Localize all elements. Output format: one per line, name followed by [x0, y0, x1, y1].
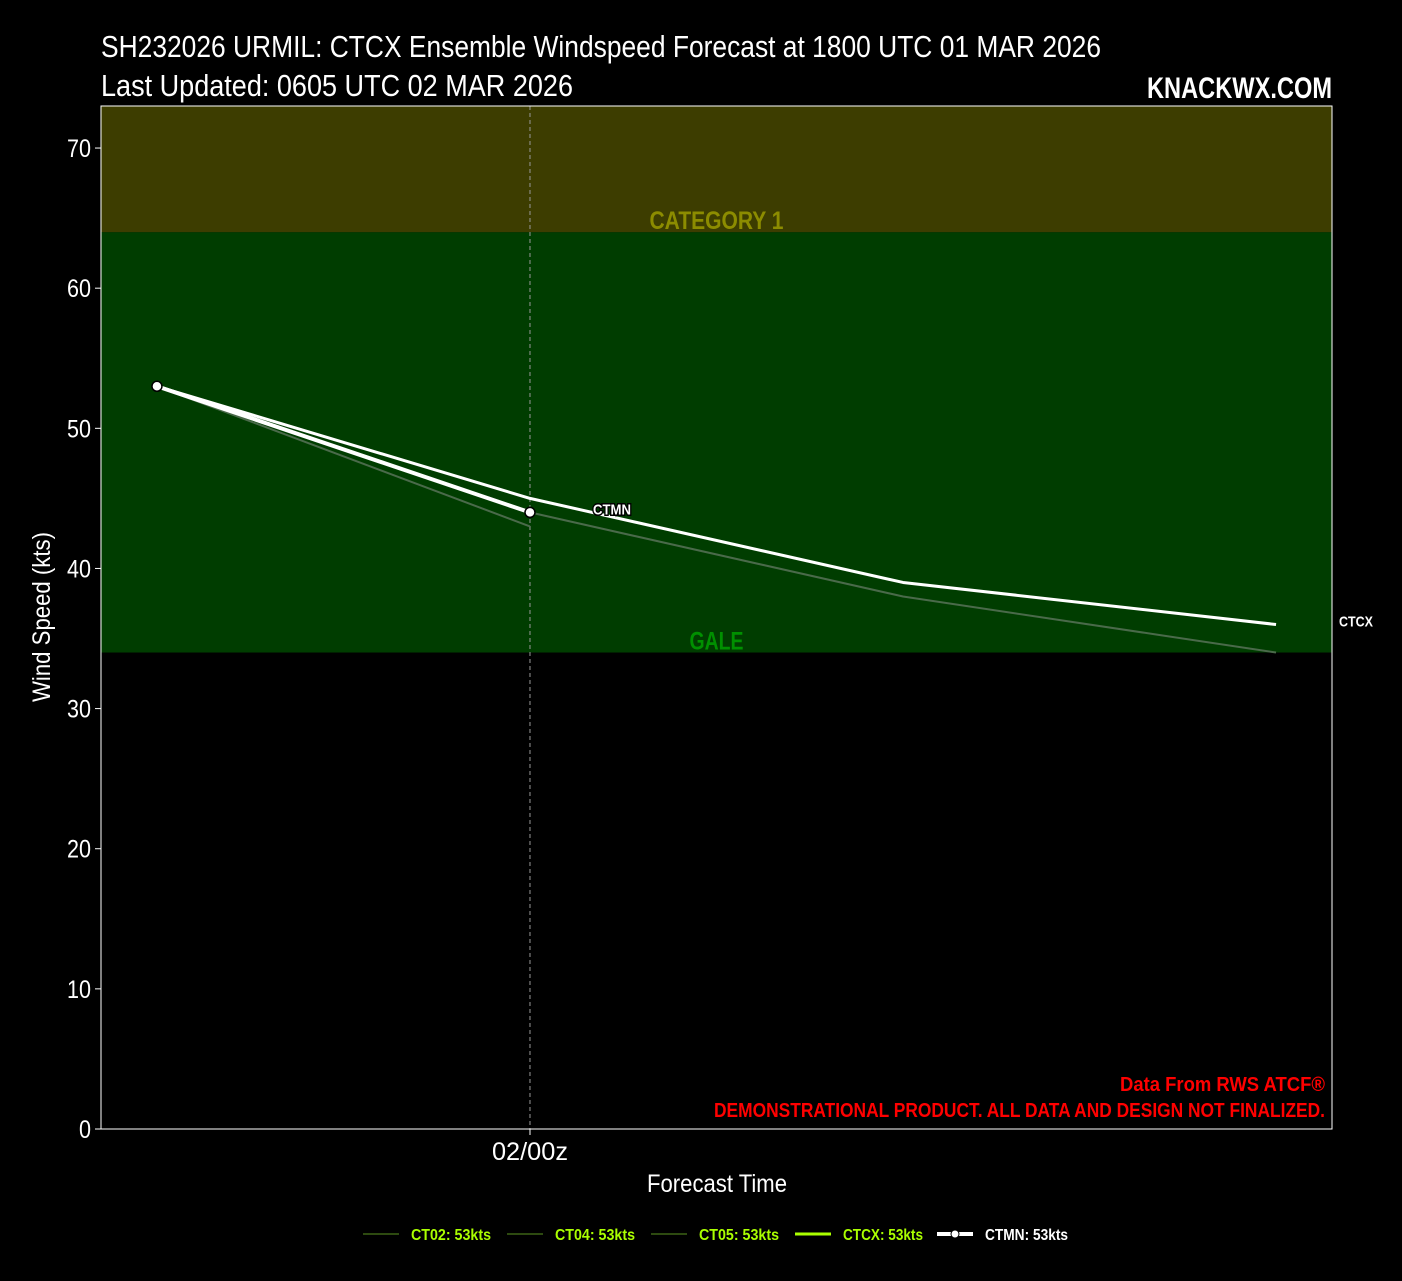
y-tick-label: 60 — [67, 275, 91, 303]
y-tick-label: 30 — [67, 696, 91, 724]
legend-label: CTMN: 53kts — [985, 1227, 1068, 1244]
series-lines: CTCX CTMN — [151, 380, 1373, 654]
legend-label: CT02: 53kts — [411, 1227, 491, 1244]
last-updated: Last Updated: 0605 UTC 02 MAR 2026 — [101, 68, 573, 103]
ctmn-point — [151, 380, 163, 393]
series-line-ct02 — [156, 385, 531, 528]
plot-frame — [100, 105, 1333, 1130]
credit-source: Data From RWS ATCF® — [1120, 1074, 1325, 1096]
credit-disclaimer: DEMONSTRATIONAL PRODUCT. ALL DATA AND DE… — [714, 1100, 1325, 1122]
x-axis: 02/00z — [492, 1129, 568, 1166]
ctmn-point — [524, 506, 536, 519]
y-tick-label: 50 — [67, 415, 91, 443]
y-tick-label: 40 — [67, 555, 91, 583]
legend-item-ct02: CT02: 53kts — [363, 1227, 491, 1244]
legend-label: CTCX: 53kts — [843, 1227, 923, 1244]
legend-item-ct04: CT04: 53kts — [507, 1227, 635, 1244]
ctmn-end-label: CTMN — [593, 501, 631, 518]
y-axis: 0 10 20 30 40 50 60 70 — [67, 135, 101, 1144]
band-label: CATEGORY 1 — [650, 207, 784, 235]
ctcx-end-label: CTCX — [1339, 614, 1373, 631]
band-gale — [101, 232, 1332, 653]
x-tick-label: 02/00z — [492, 1138, 568, 1166]
series-line-ctcx — [156, 384, 1277, 626]
y-axis-label: Wind Speed (kts) — [28, 532, 56, 702]
y-tick-label: 10 — [67, 976, 91, 1004]
y-tick-label: 70 — [67, 135, 91, 163]
brand-label: KNACKWX.COM — [1147, 72, 1332, 105]
legend-item-ct05: CT05: 53kts — [651, 1227, 779, 1244]
chart-title: SH232026 URMIL: CTCX Ensemble Windspeed … — [101, 29, 1101, 64]
y-tick-label: 20 — [67, 836, 91, 864]
legend-item-ctmn: CTMN: 53kts — [937, 1227, 1068, 1244]
intensity-bands: GALE CATEGORY 1 — [101, 106, 1332, 656]
series-line-ctmn — [156, 384, 531, 515]
band-label: GALE — [690, 628, 744, 656]
legend-label: CT05: 53kts — [699, 1227, 779, 1244]
legend: CT02: 53kts CT04: 53kts CT05: 53kts CTCX: 5… — [363, 1227, 1068, 1244]
legend-marker — [950, 1229, 960, 1239]
band-category-1 — [101, 106, 1332, 233]
legend-item-ctcx: CTCX: 53kts — [795, 1227, 923, 1244]
y-tick-label: 0 — [79, 1116, 91, 1144]
legend-label: CT04: 53kts — [555, 1227, 635, 1244]
x-axis-label: Forecast Time — [647, 1170, 787, 1198]
